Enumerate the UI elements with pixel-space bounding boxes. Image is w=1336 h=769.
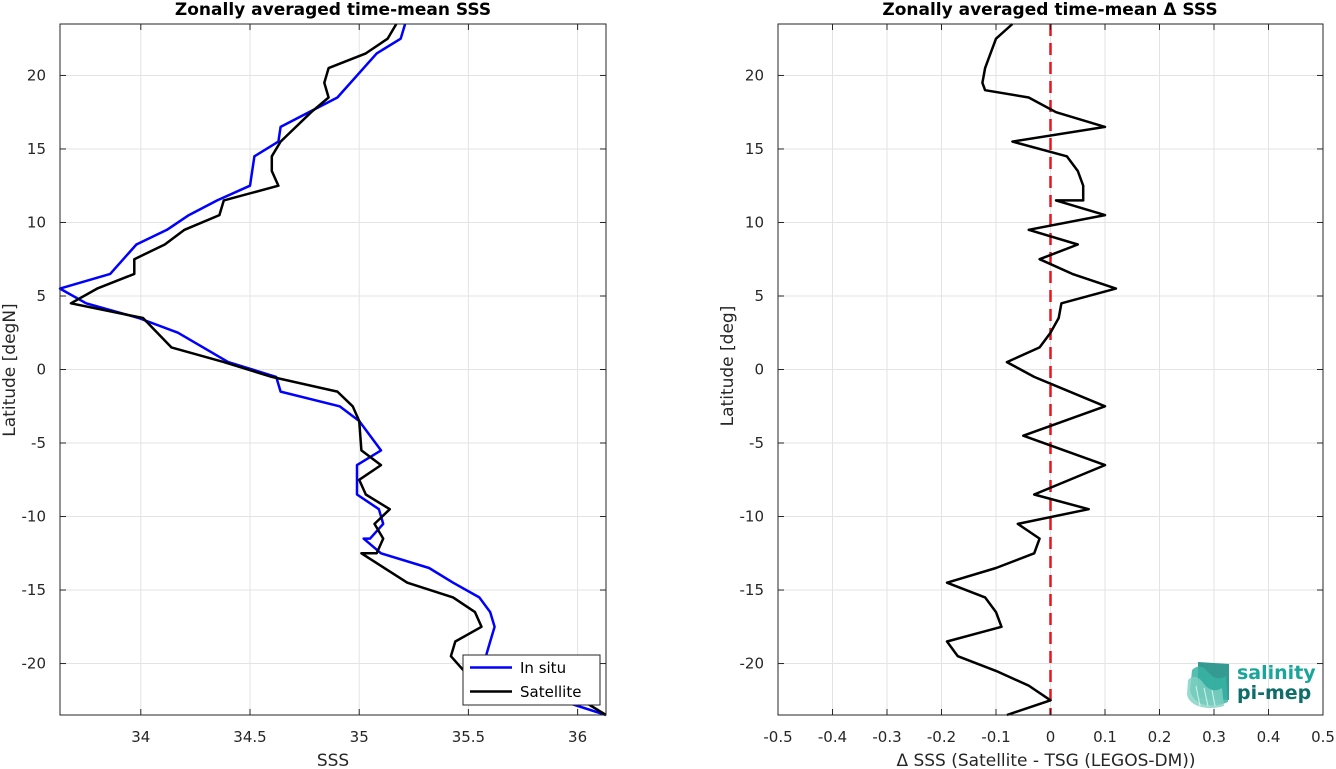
x-tick-label: 35.5: [452, 728, 485, 746]
sss-grid: [60, 24, 606, 715]
y-tick-label: -10: [740, 508, 765, 526]
x-tick-label: 0.1: [1093, 728, 1117, 746]
x-tick-label: -0.4: [818, 728, 847, 746]
delta-sss-xlabel: Δ SSS (Satellite - TSG (LEGOS-DM)): [896, 751, 1195, 769]
y-tick-label: 20: [27, 66, 46, 84]
sss-axes: 34 34.5 35 35.5 36 -20 -15 -10 -5 0 5 10 15 20 Zonall…: [0, 0, 607, 769]
x-tick-label: -0.2: [927, 728, 956, 746]
y-tick-label: 10: [745, 213, 764, 231]
legend-box: [462, 654, 601, 706]
y-tick-label: -5: [31, 434, 46, 452]
y-tick-label: 0: [754, 361, 764, 379]
y-tick-label: -20: [740, 655, 765, 673]
delta-sss-series: [945, 23, 1118, 717]
sss-ticks: 34 34.5 35 35.5 36 -20 -15 -10 -5 0 5 10 15 20: [22, 24, 606, 746]
logo-pimep-text: pi-mep: [1237, 682, 1311, 704]
y-tick-label: 5: [754, 287, 764, 305]
x-tick-label: 34: [131, 728, 150, 746]
wave-logo-icon: [1187, 662, 1229, 708]
legend-in-situ-label: In situ: [520, 659, 566, 677]
sss-series: [58, 23, 607, 717]
x-tick-label: 0.2: [1148, 728, 1172, 746]
x-tick-label: -0.1: [981, 728, 1010, 746]
x-tick-label: -0.5: [763, 728, 792, 746]
x-tick-label: -0.3: [872, 728, 901, 746]
x-tick-label: 0.4: [1257, 728, 1281, 746]
y-tick-label: 10: [27, 213, 46, 231]
sss-xlabel: SSS: [317, 751, 349, 769]
x-tick-label: 34.5: [233, 728, 266, 746]
y-tick-label: 5: [36, 287, 46, 305]
y-tick-label: 15: [745, 140, 764, 158]
y-tick-label: -5: [749, 434, 764, 452]
y-tick-label: 20: [745, 66, 764, 84]
y-tick-label: 15: [27, 140, 46, 158]
y-tick-label: 0: [36, 361, 46, 379]
logo-salinity-text: salinity: [1237, 662, 1316, 684]
satellite-line: [69, 23, 607, 717]
x-tick-label: 0: [1046, 728, 1056, 746]
y-tick-label: -20: [22, 655, 47, 673]
x-tick-label: 0.3: [1202, 728, 1226, 746]
delta-sss-axes: -0.5 -0.4 -0.3 -0.2 -0.1 0 0.1 0.2 0.3 0.4 0.5 -20 -…: [718, 0, 1335, 769]
legend: In situ Satellite: [462, 654, 601, 706]
y-tick-label: -10: [22, 508, 47, 526]
delta-sss-title: Zonally averaged time-mean Δ SSS: [882, 0, 1217, 20]
x-tick-label: 35: [350, 728, 369, 746]
sss-ylabel: Latitude [degN]: [0, 303, 20, 436]
delta-sss-line: [945, 23, 1118, 717]
delta-sss-ticks: -0.5 -0.4 -0.3 -0.2 -0.1 0 0.1 0.2 0.3 0.4 0.5 -20 -…: [740, 24, 1335, 746]
y-tick-label: -15: [740, 581, 765, 599]
legend-satellite-label: Satellite: [520, 683, 581, 701]
x-tick-label: 36: [568, 728, 587, 746]
salinity-pi-mep-logo: salinity pi-mep: [1187, 662, 1316, 708]
delta-sss-ylabel: Latitude [deg]: [718, 306, 738, 427]
sss-title: Zonally averaged time-mean SSS: [175, 0, 491, 20]
x-tick-label: 0.5: [1311, 728, 1335, 746]
y-tick-label: -15: [22, 581, 47, 599]
in-situ-line: [58, 23, 607, 717]
